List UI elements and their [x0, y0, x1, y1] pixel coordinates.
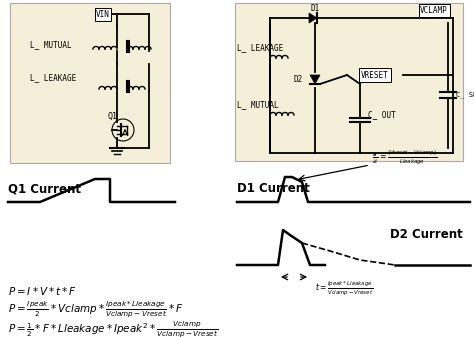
- Text: D2 Current: D2 Current: [390, 228, 463, 241]
- Text: Q1 Current: Q1 Current: [8, 182, 81, 195]
- Text: VCLAMP: VCLAMP: [420, 6, 448, 15]
- Text: C_ OUT: C_ OUT: [368, 111, 396, 120]
- Text: D1: D1: [310, 4, 319, 13]
- Text: VRESET: VRESET: [361, 70, 389, 80]
- Bar: [10, 3, 170, 163]
- Text: L_ LEAKAGE: L_ LEAKAGE: [237, 43, 283, 53]
- Text: $P=\frac{Ipeak}{2}*Vclamp*\frac{Ipeak*Lleakage}{Vclamp-Vreset}*F$: $P=\frac{Ipeak}{2}*Vclamp*\frac{Ipeak*Ll…: [8, 300, 183, 320]
- Polygon shape: [309, 13, 317, 23]
- Text: Q1: Q1: [108, 112, 118, 121]
- Text: C_ SNUBBER: C_ SNUBBER: [456, 92, 474, 98]
- Text: $\frac{\partial I}{\partial t}=\frac{(Vreset-Vclamp)}{Lleakage}$: $\frac{\partial I}{\partial t}=\frac{(Vr…: [372, 149, 437, 167]
- Text: L_ MUTUAL: L_ MUTUAL: [30, 40, 72, 50]
- Bar: [235, 3, 463, 161]
- Text: $t=\frac{Ipeak*Lleakage}{Vclamp-Vreset}$: $t=\frac{Ipeak*Lleakage}{Vclamp-Vreset}$: [315, 280, 374, 298]
- Text: $P = I*V*t*F$: $P = I*V*t*F$: [8, 285, 77, 297]
- Text: L_ MUTUAL: L_ MUTUAL: [237, 100, 279, 110]
- Text: L_ LEAKAGE: L_ LEAKAGE: [30, 73, 76, 83]
- Text: VIN: VIN: [96, 10, 110, 19]
- Text: $P=\frac{1}{2}*F*Lleakage*Ipeak^2*\frac{Vclamp}{Vclamp-Vreset}$: $P=\frac{1}{2}*F*Lleakage*Ipeak^2*\frac{…: [8, 320, 219, 337]
- Text: D1 Current: D1 Current: [237, 182, 310, 195]
- Polygon shape: [310, 75, 320, 84]
- Text: D2: D2: [294, 75, 303, 85]
